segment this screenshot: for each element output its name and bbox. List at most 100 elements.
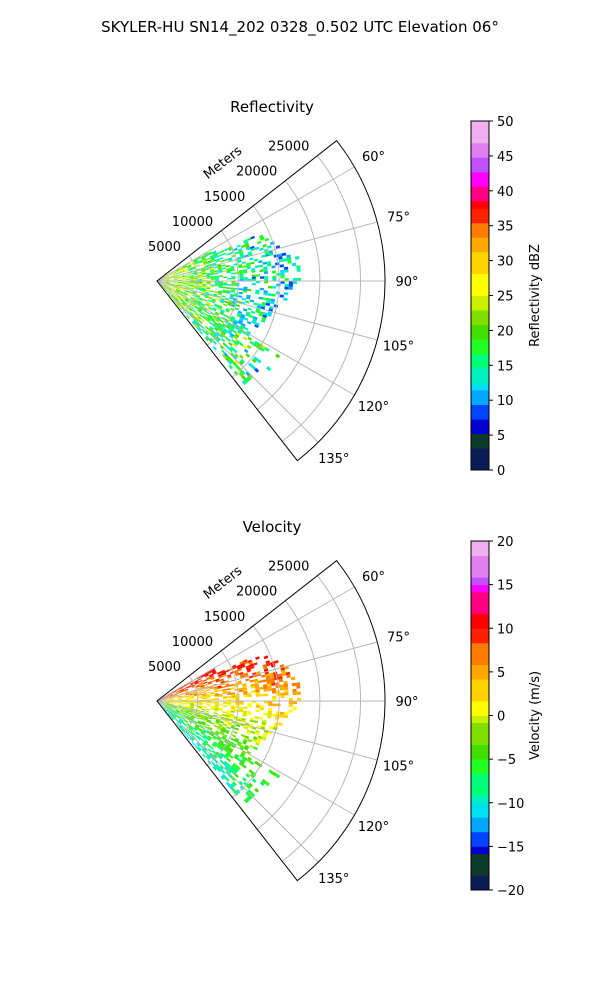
echo-cell	[189, 726, 194, 730]
echo-cell	[262, 663, 267, 668]
echo-cell	[169, 703, 174, 705]
echo-cell	[204, 331, 209, 336]
echo-cell	[279, 711, 285, 715]
echo-cell	[185, 705, 190, 707]
echo-cell	[183, 292, 188, 295]
echo-cell	[229, 293, 235, 297]
echo-cell	[284, 278, 289, 281]
echo-cell	[208, 682, 213, 685]
echo-cell	[181, 706, 186, 708]
echo-cell	[172, 287, 177, 290]
echo-cell	[199, 716, 204, 719]
echo-cell	[176, 709, 181, 712]
echo-cell	[186, 702, 191, 704]
echo-cell	[235, 724, 241, 728]
echo-cell	[281, 669, 286, 674]
echo-cell	[251, 268, 256, 271]
range-tick-label: 5000	[148, 240, 181, 255]
azimuth-tick-label: 135°	[318, 452, 349, 467]
echo-cell	[202, 277, 207, 279]
echo-cell	[224, 777, 230, 782]
echo-cell	[187, 685, 192, 688]
echo-cell	[230, 289, 235, 292]
echo-cell	[173, 277, 178, 279]
echo-cell	[177, 276, 182, 278]
echo-cell	[242, 714, 247, 717]
echo-cell	[198, 706, 203, 708]
echo-cell	[209, 304, 214, 308]
echo-cell	[201, 303, 206, 306]
echo-cell	[178, 725, 183, 730]
echo-cell	[195, 295, 200, 298]
echo-cell	[215, 731, 220, 735]
colorbar-segment	[471, 875, 489, 884]
echo-cell	[254, 340, 260, 346]
echo-cell	[229, 265, 235, 269]
echo-cell	[183, 720, 188, 724]
echo-cell	[192, 308, 197, 313]
echo-cell	[201, 271, 206, 274]
echo-cell	[240, 744, 245, 749]
echo-cell	[220, 729, 225, 733]
echo-cell	[186, 278, 191, 280]
echo-cell	[169, 291, 174, 295]
echo-cell	[181, 296, 186, 299]
echo-cell	[206, 730, 211, 734]
echo-cell	[231, 787, 236, 793]
echo-cell	[190, 283, 195, 286]
echo-cell	[182, 282, 187, 284]
colorbar-segment	[471, 773, 489, 782]
echo-cell	[190, 736, 195, 741]
echo-cell	[177, 701, 183, 703]
echo-cell	[209, 267, 214, 270]
echo-cell	[176, 707, 181, 710]
echo-cell	[263, 290, 268, 294]
colorbar-segment	[471, 179, 489, 187]
echo-cell	[206, 287, 211, 290]
echo-cell	[251, 278, 256, 281]
echo-cell	[258, 264, 264, 268]
echo-cell	[218, 674, 223, 677]
echo-cell	[240, 255, 245, 259]
reflectivity-title: Reflectivity	[230, 98, 314, 116]
echo-cell	[213, 253, 218, 256]
echo-cell	[254, 732, 260, 736]
echo-cell	[180, 717, 185, 721]
figure-title: SKYLER-HU SN14_202 0328_0.502 UTC Elevat…	[101, 18, 499, 37]
echo-cell	[171, 710, 175, 713]
echo-cell	[197, 326, 202, 331]
echo-cell	[165, 279, 170, 281]
echo-cell	[204, 725, 209, 729]
echo-cell	[207, 251, 212, 255]
echo-cell	[216, 718, 221, 721]
echo-cell	[169, 712, 173, 716]
colorbar-segment	[471, 448, 489, 456]
echo-cell	[264, 276, 269, 279]
colorbar-segment	[471, 650, 489, 658]
colorbar-segment	[471, 135, 489, 144]
echo-cell	[271, 265, 276, 269]
echo-cell	[169, 697, 174, 699]
azimuth-tick-label: 90°	[395, 275, 418, 290]
echo-cell	[274, 660, 279, 664]
echo-cell	[217, 726, 222, 730]
echo-cell	[164, 284, 169, 287]
echo-cell	[196, 736, 201, 741]
echo-cell	[205, 330, 210, 335]
echo-cell	[239, 754, 244, 759]
echo-cell	[247, 789, 253, 795]
echo-cell	[206, 694, 211, 696]
echo-cell	[204, 264, 209, 268]
echo-cell	[216, 743, 222, 748]
echo-cell	[198, 279, 203, 281]
echo-cell	[212, 340, 217, 345]
echo-cell	[203, 746, 208, 751]
echo-cell	[172, 707, 177, 709]
echo-cell	[166, 709, 170, 713]
echo-cell	[184, 289, 189, 292]
echo-cell	[201, 742, 206, 747]
echo-cell	[255, 281, 261, 284]
colorbar-segment	[471, 715, 489, 724]
echo-cell	[202, 273, 207, 275]
echo-cell	[179, 712, 184, 715]
